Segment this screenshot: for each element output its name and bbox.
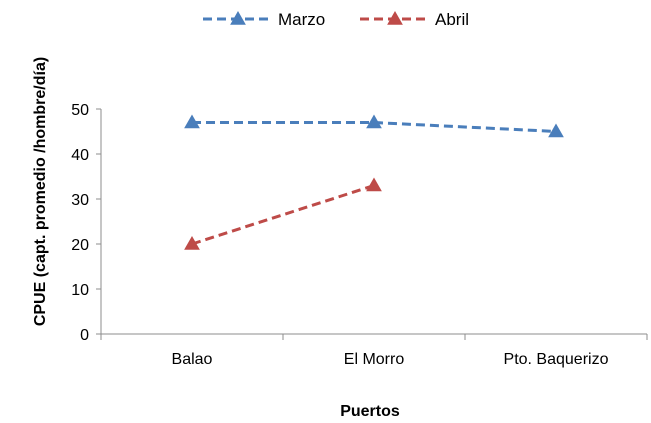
x-tick-label: Balao (172, 351, 213, 368)
series-layer (184, 114, 564, 250)
y-tick-label: 20 (71, 237, 89, 254)
data-point-abril (184, 235, 200, 250)
y-tick-label: 10 (71, 282, 89, 299)
legend-marker-marzo (230, 10, 246, 25)
x-tick-label: El Morro (344, 351, 405, 368)
series-line-abril (191, 184, 375, 246)
data-point-abril (366, 177, 382, 192)
y-tick-label: 50 (71, 102, 89, 119)
series-marzo (184, 114, 564, 138)
legend-label-marzo: Marzo (278, 10, 325, 29)
x-axis-title: Puertos (340, 403, 400, 420)
y-axis: 0 10 20 30 40 50 (71, 102, 102, 344)
y-axis-title: CPUE (capt. promedio /hombre/día) (32, 57, 49, 326)
x-tick-label: Pto. Baquerizo (504, 351, 609, 368)
data-point-marzo (366, 114, 382, 129)
data-point-marzo (184, 114, 200, 129)
y-tick-label: 30 (71, 192, 89, 209)
series-abril (184, 177, 382, 250)
y-tick-label: 40 (71, 147, 89, 164)
x-axis: Balao El Morro Pto. Baquerizo (100, 333, 648, 368)
legend: Marzo Abril (203, 10, 469, 29)
y-tick-label: 0 (80, 327, 89, 344)
data-point-marzo (548, 123, 564, 138)
legend-marker-abril (387, 10, 403, 25)
legend-label-abril: Abril (435, 10, 469, 29)
